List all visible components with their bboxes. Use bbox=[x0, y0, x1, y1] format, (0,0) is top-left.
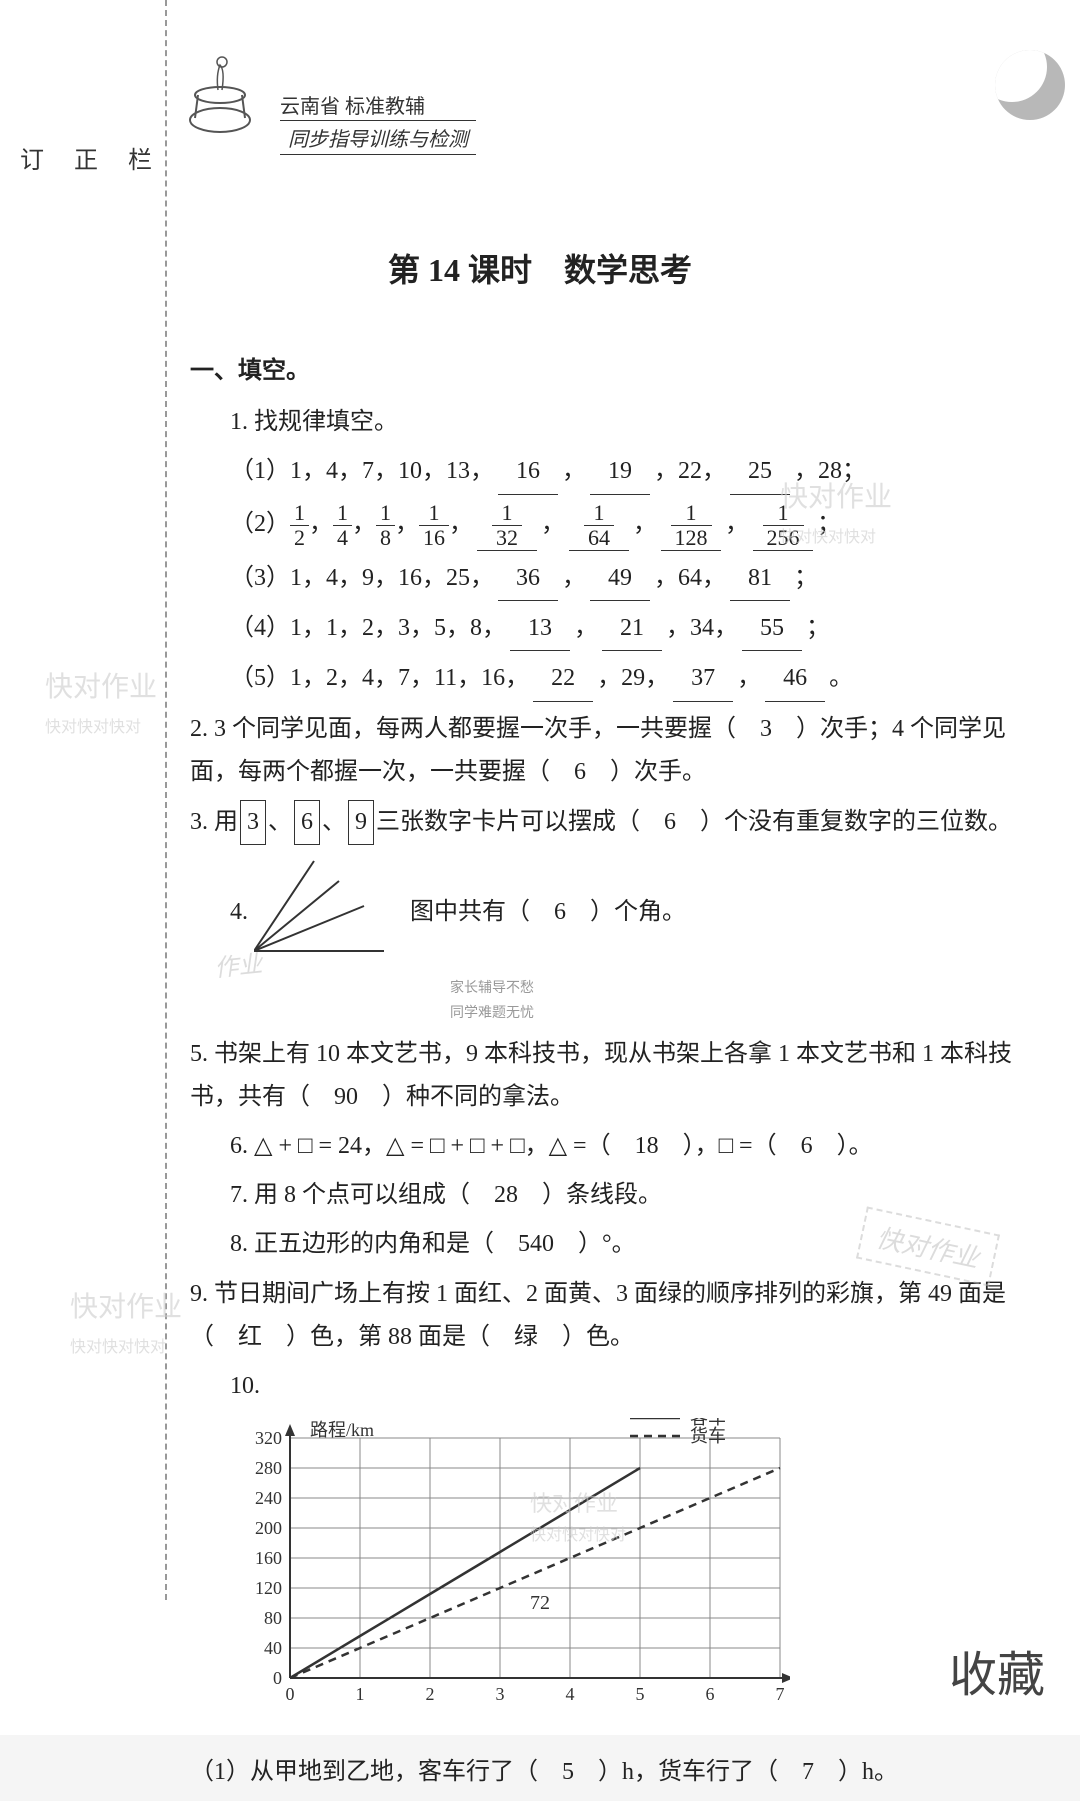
svg-text:240: 240 bbox=[255, 1488, 282, 1508]
q1-part-1: （1）1，4，7，10，13，16，19，22，25，28； bbox=[230, 450, 1020, 494]
q4: 4. 图中共有（ 6 ）个角。 家长辅导不愁 同学难题无忧 bbox=[230, 851, 1020, 1027]
page: 订 正 栏 云南省 标准教辅 同步指导训练与检测 第 14 课时 数学思考 一、… bbox=[0, 0, 1080, 1735]
header-brand: 云南省 标准教辅 bbox=[280, 90, 425, 119]
digit-card: 9 bbox=[348, 800, 374, 845]
svg-text:货车: 货车 bbox=[690, 1426, 726, 1446]
q10-chart: 0123456704080120160200240280320路程/km时间/h… bbox=[230, 1418, 1020, 1733]
q4-text: 图中共有（ 6 ）个角。 bbox=[410, 899, 686, 925]
svg-text:0: 0 bbox=[273, 1668, 282, 1688]
q2: 2. 3 个同学见面，每两人都要握一次手，一共要握（ 3 ）次手；4 个同学见面… bbox=[190, 708, 1020, 794]
q5: 5. 书架上有 10 本文艺书，9 本科技书，现从书架上各拿 1 本文艺书和 1… bbox=[190, 1033, 1020, 1119]
q3-prefix: 3. 用 bbox=[190, 809, 238, 835]
angle-figure bbox=[254, 851, 394, 976]
q10-label: 10. bbox=[230, 1365, 1020, 1408]
svg-text:5: 5 bbox=[636, 1684, 645, 1704]
collect-button[interactable]: 收藏 bbox=[949, 1635, 1045, 1705]
page-title: 第 14 课时 数学思考 bbox=[0, 245, 1080, 291]
moon-icon bbox=[995, 50, 1065, 120]
svg-text:280: 280 bbox=[255, 1458, 282, 1478]
svg-text:0: 0 bbox=[286, 1684, 295, 1704]
q10-sub1: （1）从甲地到乙地，客车行了（ 5 ）h，货车行了（ 7 ）h。 bbox=[190, 1751, 1020, 1794]
q1-part-3: （3）1，4，9，16，25，36，49，64，81； bbox=[230, 557, 1020, 601]
q1-part-5: （5）1，2，4，7，11，16，22，29，37，46。 bbox=[230, 657, 1020, 701]
svg-text:3: 3 bbox=[496, 1684, 505, 1704]
digit-card: 3 bbox=[240, 800, 266, 845]
q3: 3. 用3、6、9三张数字卡片可以摆成（ 6 ）个没有重复数字的三位数。 bbox=[190, 800, 1020, 845]
page-number: 72 bbox=[530, 1592, 550, 1615]
svg-text:6: 6 bbox=[706, 1684, 715, 1704]
svg-text:80: 80 bbox=[264, 1608, 282, 1628]
svg-text:7: 7 bbox=[776, 1684, 785, 1704]
correction-column-label: 订 正 栏 bbox=[20, 140, 164, 175]
q4-label: 4. bbox=[230, 899, 248, 925]
q4-note1: 家长辅导不愁 bbox=[450, 976, 1020, 1001]
q6: 6. △ + □ = 24，△ = □ + □ + □，△ =（ 18 ），□ … bbox=[230, 1125, 1020, 1168]
section-1-label: 一、填空。 bbox=[190, 350, 1020, 393]
digit-card: 6 bbox=[294, 800, 320, 845]
watermark-1: 快对作业快对快对快对 bbox=[45, 670, 157, 743]
svg-text:120: 120 bbox=[255, 1578, 282, 1598]
q1-part-4: （4）1，1，2，3，5，8，13，21，34，55； bbox=[230, 607, 1020, 651]
svg-text:200: 200 bbox=[255, 1518, 282, 1538]
content-area: 一、填空。 1. 找规律填空。 （1）1，4，7，10，13，16，19，22，… bbox=[190, 350, 1020, 1801]
svg-text:1: 1 bbox=[356, 1684, 365, 1704]
svg-text:4: 4 bbox=[566, 1684, 575, 1704]
header-subtitle: 同步指导训练与检测 bbox=[280, 120, 476, 155]
q9: 9. 节日期间广场上有按 1 面红、2 面黄、3 面绿的顺序排列的彩旗，第 49… bbox=[190, 1273, 1020, 1359]
q4-note2: 同学难题无忧 bbox=[450, 1001, 1020, 1026]
q7: 7. 用 8 个点可以组成（ 28 ）条线段。 bbox=[230, 1174, 1020, 1217]
svg-text:2: 2 bbox=[426, 1684, 435, 1704]
q1-label: 1. 找规律填空。 bbox=[230, 401, 1020, 444]
svg-text:40: 40 bbox=[264, 1638, 282, 1658]
q3-suffix: 三张数字卡片可以摆成（ 6 ）个没有重复数字的三位数。 bbox=[376, 809, 1012, 835]
q8: 8. 正五边形的内角和是（ 540 ）°。 bbox=[230, 1223, 1020, 1266]
svg-text:160: 160 bbox=[255, 1548, 282, 1568]
margin-line bbox=[165, 0, 167, 1600]
q1-part-2: （2）12，14，18，116，132，164，1128，1256； bbox=[230, 501, 1020, 551]
svg-text:320: 320 bbox=[255, 1428, 282, 1448]
svg-text:路程/km: 路程/km bbox=[310, 1420, 374, 1440]
